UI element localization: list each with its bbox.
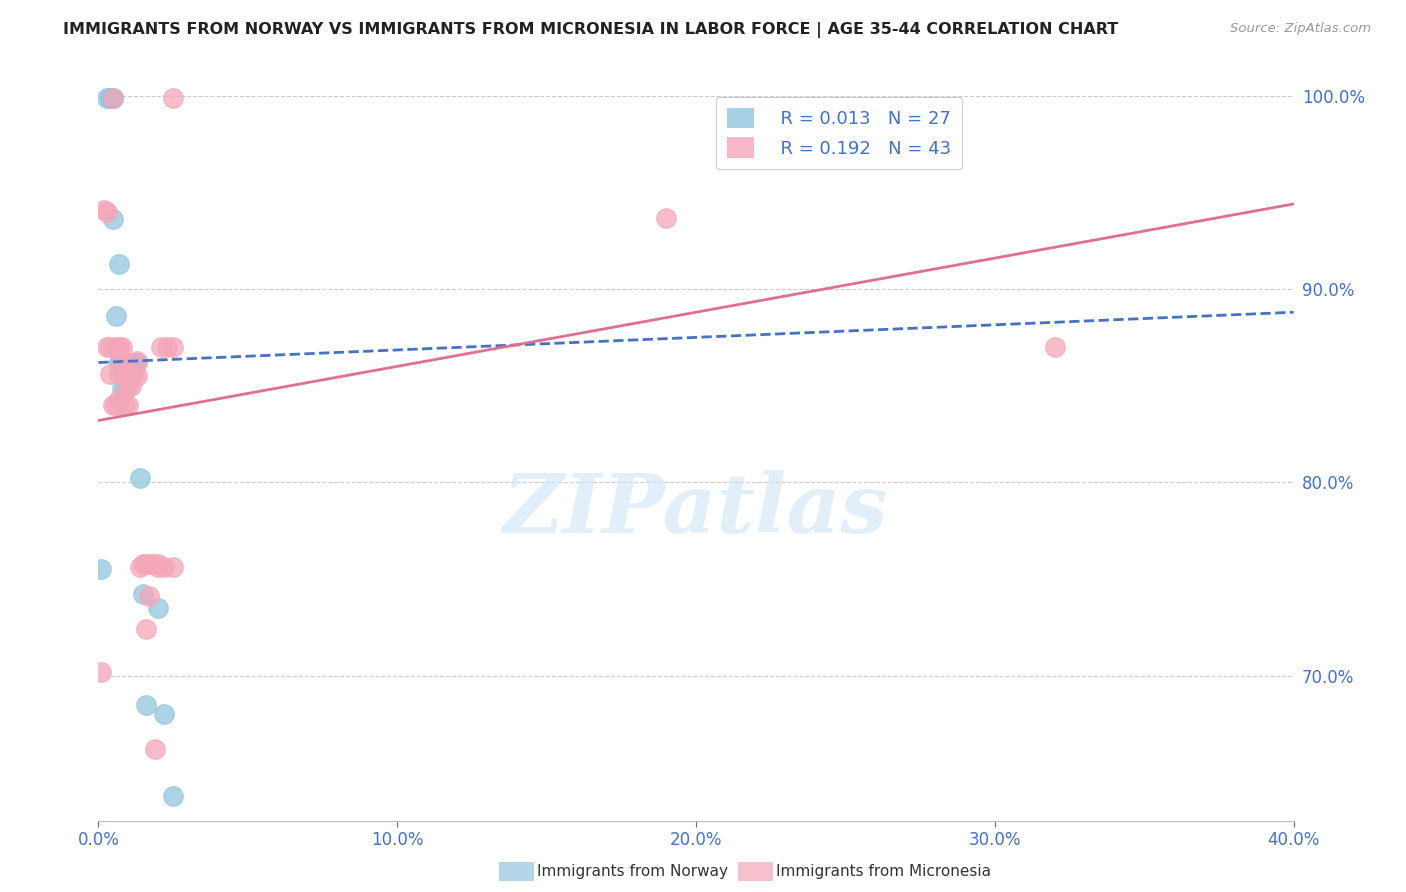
Point — [93, 202, 115, 217]
Point — [135, 557, 157, 571]
Point — [111, 340, 134, 354]
Point — [111, 355, 134, 369]
Text: Immigrants from Norway: Immigrants from Norway — [537, 864, 728, 879]
Point — [111, 353, 134, 368]
Point — [124, 355, 146, 369]
Point — [150, 340, 173, 354]
Point — [124, 369, 146, 384]
Point — [98, 340, 122, 354]
Point — [108, 367, 131, 381]
Point — [148, 601, 170, 615]
Point — [129, 471, 152, 485]
Point — [162, 91, 184, 105]
Point — [129, 560, 152, 574]
Point — [117, 355, 139, 369]
Point — [143, 742, 166, 756]
Point — [98, 91, 122, 105]
Point — [138, 590, 160, 604]
Point — [90, 562, 112, 576]
Point — [141, 557, 163, 571]
Text: IMMIGRANTS FROM NORWAY VS IMMIGRANTS FROM MICRONESIA IN LABOR FORCE | AGE 35-44 : IMMIGRANTS FROM NORWAY VS IMMIGRANTS FRO… — [63, 22, 1119, 38]
Point — [117, 398, 139, 412]
Point — [156, 340, 179, 354]
Point — [108, 392, 131, 407]
Point — [98, 91, 122, 105]
Point — [132, 557, 155, 571]
Point — [153, 707, 176, 722]
Point — [96, 91, 118, 105]
Text: ZIPatlas: ZIPatlas — [503, 470, 889, 549]
Point — [162, 789, 184, 803]
Point — [655, 211, 678, 225]
Point — [98, 91, 122, 105]
Point — [132, 587, 155, 601]
Point — [114, 355, 136, 369]
Point — [105, 340, 128, 354]
Point — [117, 355, 139, 369]
Point — [135, 698, 157, 712]
Point — [103, 91, 125, 105]
Text: Source: ZipAtlas.com: Source: ZipAtlas.com — [1230, 22, 1371, 36]
Point — [127, 353, 149, 368]
Point — [120, 363, 142, 377]
Point — [162, 340, 184, 354]
Point — [114, 355, 136, 369]
Point — [108, 355, 131, 369]
Point — [127, 355, 149, 369]
Point — [90, 665, 112, 679]
Point — [96, 204, 118, 219]
Point — [103, 398, 125, 412]
Point — [135, 622, 157, 636]
Point — [96, 340, 118, 354]
Point — [117, 378, 139, 392]
Point — [114, 383, 136, 397]
Point — [114, 369, 136, 384]
Point — [111, 381, 134, 395]
Point — [148, 560, 170, 574]
Point — [108, 340, 131, 354]
Point — [105, 398, 128, 412]
Text: Immigrants from Micronesia: Immigrants from Micronesia — [776, 864, 991, 879]
Point — [108, 257, 131, 271]
Point — [108, 355, 131, 369]
Legend:   R = 0.013   N = 27,   R = 0.192   N = 43: R = 0.013 N = 27, R = 0.192 N = 43 — [717, 96, 962, 169]
Point — [98, 367, 122, 381]
Point — [162, 560, 184, 574]
Point — [153, 560, 176, 574]
Point — [103, 91, 125, 105]
Point — [120, 369, 142, 384]
Point — [141, 557, 163, 571]
Point — [114, 398, 136, 412]
Point — [120, 378, 142, 392]
Point — [103, 212, 125, 227]
Point — [103, 91, 125, 105]
Point — [148, 557, 170, 571]
Point — [127, 369, 149, 384]
Point — [105, 309, 128, 323]
Point — [1043, 340, 1066, 354]
